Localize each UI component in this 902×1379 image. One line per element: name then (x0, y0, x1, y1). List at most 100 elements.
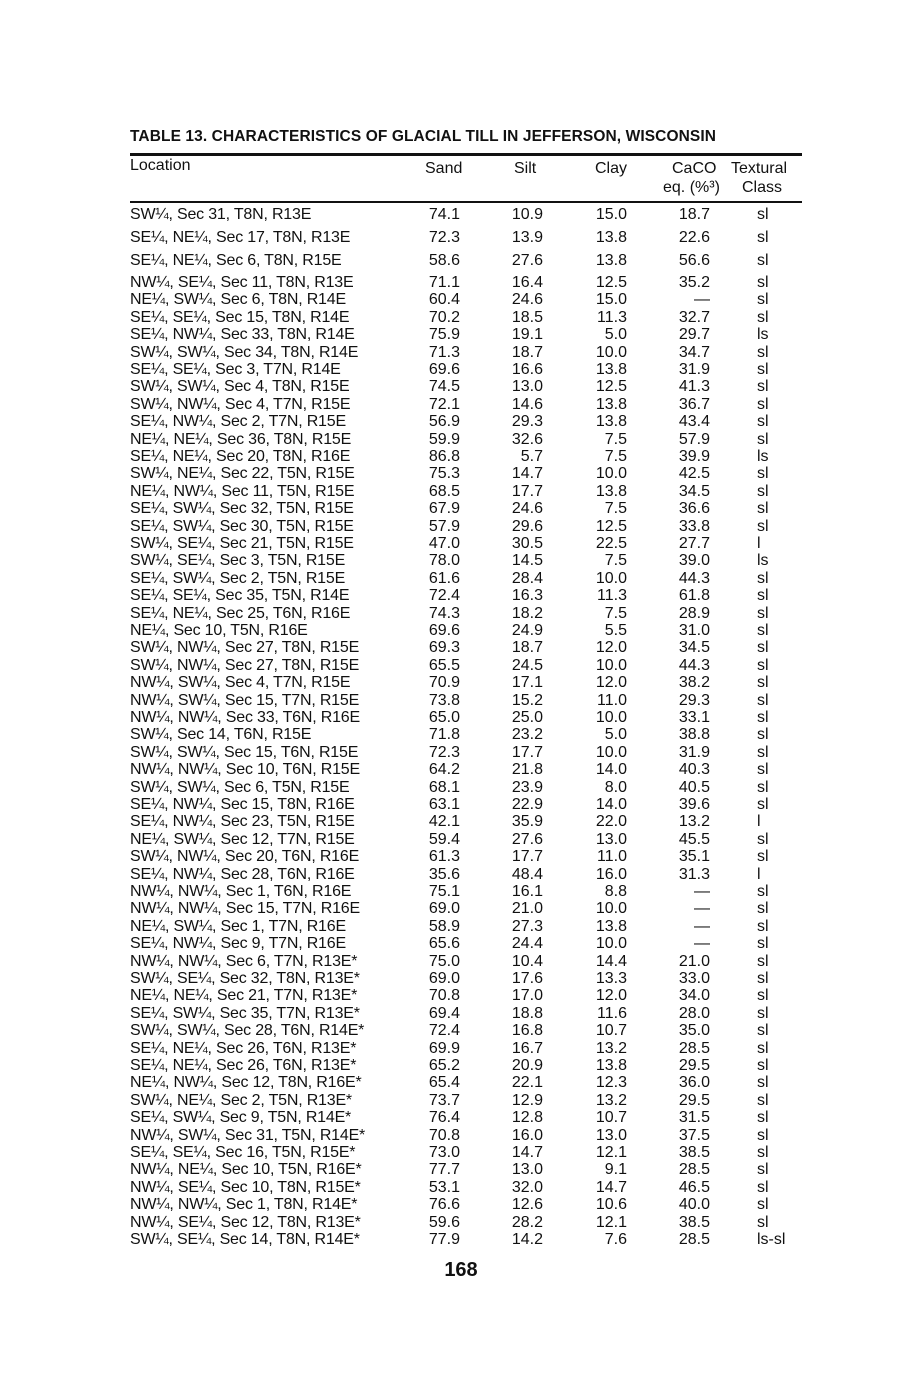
cell-silt: 24.9 (511, 622, 543, 639)
cell-class: sl (757, 465, 769, 483)
cell-caco: 40.5 (678, 778, 710, 796)
cell-class: sl (757, 604, 769, 622)
cell-clay: 10.7 (595, 1022, 627, 1040)
cell-clay: 14.4 (595, 952, 627, 970)
cell-clay: 11.0 (597, 848, 627, 866)
cell-class: sl (757, 1109, 769, 1127)
cell-clay: 5.0 (604, 726, 627, 744)
cell-caco: 38.2 (678, 674, 710, 692)
cell-clay: 10.0 (595, 900, 627, 918)
cell-location: NW¼, NW¼, Sec 1, T8N, R14E* (130, 1196, 358, 1214)
cell-sand: 42.1 (428, 813, 460, 831)
cell-clay: 11.6 (597, 1004, 627, 1022)
cell-silt: 32.0 (511, 1178, 543, 1196)
cell-clay: 13.2 (595, 1091, 627, 1109)
cell-silt: 13.0 (511, 1161, 543, 1179)
cell-clay: 15.0 (595, 206, 627, 223)
cell-sand: 58.6 (428, 252, 460, 269)
cell-class: sl (757, 622, 769, 639)
cell-clay: 12.5 (595, 517, 627, 535)
page-number: 168 (444, 1259, 478, 1281)
cell-sand: 59.4 (428, 830, 460, 848)
header-location: Location (130, 157, 191, 174)
cell-location: SW¼, SW¼, Sec 4, T8N, R15E (130, 378, 350, 396)
cell-caco: — (694, 883, 710, 900)
cell-sand: 72.3 (428, 743, 460, 761)
cell-silt: 30.5 (511, 535, 543, 552)
cell-caco: 42.5 (678, 465, 710, 483)
cell-class: l (757, 813, 761, 831)
cell-location: SW¼, SE¼, Sec 21, T5N, R15E (130, 535, 354, 552)
cell-clay: 10.0 (595, 935, 627, 953)
cell-class: sl (757, 1004, 769, 1022)
cell-location: NW¼, SE¼, Sec 12, T8N, R13E* (130, 1213, 361, 1231)
cell-location: SE¼, SW¼, Sec 35, T7N, R13E* (130, 1004, 360, 1022)
cell-caco: 40.3 (678, 761, 710, 779)
cell-caco: 35.0 (678, 1022, 710, 1040)
header-clay: Clay (595, 160, 628, 177)
cell-clay: 7.5 (604, 500, 627, 518)
cell-class: sl (757, 709, 769, 726)
cell-location: SW¼, SW¼, Sec 34, T8N, R14E (130, 343, 359, 361)
cell-sand: 78.0 (428, 552, 460, 570)
cell-silt: 22.9 (511, 796, 543, 813)
cell-location: SW¼, NE¼, Sec 2, T5N, R13E* (130, 1091, 352, 1109)
cell-location: NW¼, NW¼, Sec 15, T7N, R16E (130, 900, 360, 918)
cell-silt: 17.7 (511, 848, 543, 866)
cell-location: SE¼, NE¼, Sec 26, T6N, R13E* (130, 1039, 357, 1057)
cell-silt: 23.9 (511, 778, 543, 796)
cell-class: sl (757, 1057, 769, 1074)
cell-sand: 73.0 (428, 1144, 460, 1161)
cell-clay: 10.0 (595, 743, 627, 761)
cell-location: SE¼, NE¼, Sec 20, T8N, R16E (130, 448, 351, 465)
cell-location: SW¼, SW¼, Sec 6, T5N, R15E (130, 778, 350, 796)
cell-sand: 72.4 (428, 587, 460, 605)
cell-caco: 38.5 (678, 1144, 710, 1161)
cell-sand: 74.3 (428, 604, 460, 622)
cell-clay: 12.3 (595, 1074, 627, 1092)
cell-class: sl (757, 830, 769, 848)
cell-sand: 69.3 (428, 639, 460, 657)
cell-silt: 5.7 (520, 448, 543, 465)
cell-location: SW¼, NW¼, Sec 20, T6N, R16E (130, 848, 360, 866)
cell-clay: 8.8 (604, 883, 627, 900)
cell-class: sl (757, 1022, 769, 1040)
cell-silt: 27.6 (511, 252, 543, 269)
cell-class: sl (757, 1161, 769, 1179)
cell-silt: 32.6 (511, 430, 543, 448)
cell-silt: 28.2 (511, 1213, 543, 1231)
cell-clay: 10.0 (595, 343, 627, 361)
cell-caco: 28.5 (678, 1161, 710, 1179)
cell-class: sl (757, 656, 769, 674)
cell-location: SW¼, NE¼, Sec 22, T5N, R15E (130, 465, 355, 483)
cell-sand: 61.3 (428, 848, 460, 866)
cell-caco: — (694, 917, 710, 935)
cell-class: sl (757, 252, 769, 269)
cell-silt: 16.4 (511, 274, 543, 291)
cell-clay: 7.5 (604, 430, 627, 448)
cell-class: sl (757, 308, 769, 326)
cell-location: SE¼, NW¼, Sec 15, T8N, R16E (130, 796, 355, 813)
cell-class: l (757, 865, 761, 883)
cell-class: sl (757, 378, 769, 396)
cell-caco: 33.0 (678, 970, 710, 987)
cell-location: SW¼, SW¼, Sec 15, T6N, R15E (130, 743, 359, 761)
cell-class: sl (757, 987, 769, 1005)
cell-class: sl (757, 761, 769, 779)
cell-caco: 31.9 (678, 743, 710, 761)
header-silt: Silt (514, 160, 537, 177)
cell-sand: 65.2 (428, 1057, 460, 1074)
cell-location: SE¼, SE¼, Sec 35, T5N, R14E (130, 587, 350, 605)
cell-sand: 73.7 (428, 1091, 460, 1109)
cell-location: SW¼, Sec 14, T6N, R15E (130, 726, 312, 744)
cell-silt: 16.8 (511, 1022, 543, 1040)
cell-caco: 34.5 (678, 639, 710, 657)
cell-clay: 14.7 (595, 1178, 627, 1196)
cell-caco: 29.5 (678, 1057, 710, 1074)
cell-clay: 14.0 (595, 796, 627, 813)
cell-caco: 39.9 (678, 448, 710, 465)
cell-caco: 61.8 (678, 587, 710, 605)
cell-location: SE¼, SW¼, Sec 2, T5N, R15E (130, 569, 346, 587)
cell-clay: 12.0 (595, 639, 627, 657)
cell-sand: 77.9 (428, 1231, 460, 1248)
